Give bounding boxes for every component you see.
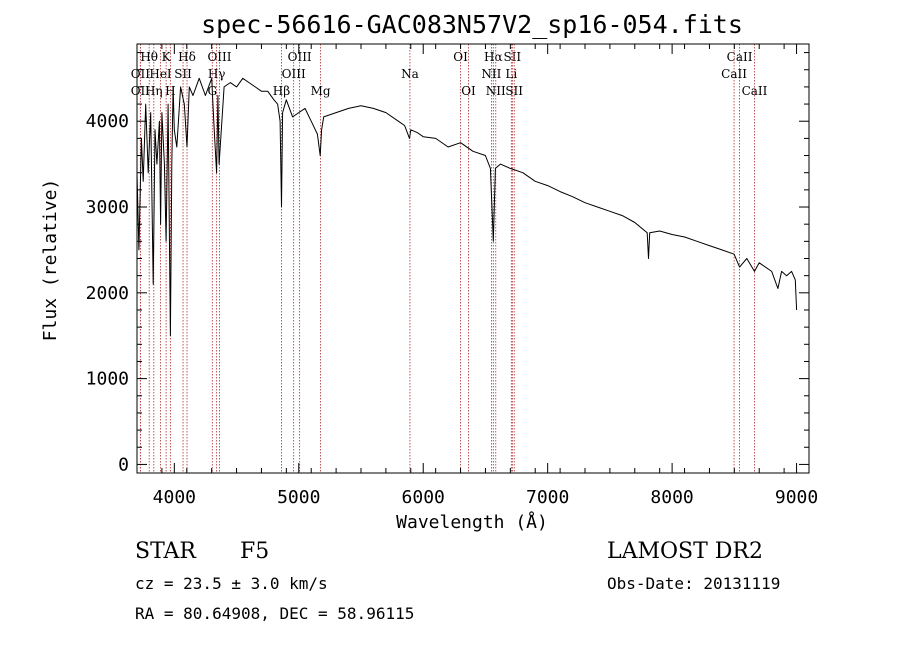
emission-line-label: OIII — [288, 50, 312, 64]
emission-line-label: OII — [131, 84, 151, 98]
object-subclass: F5 — [240, 539, 269, 564]
plot-frame — [136, 43, 810, 474]
emission-line-label: HeI — [149, 67, 172, 81]
emission-line-label: Na — [401, 67, 419, 81]
emission-line-label: Hβ — [273, 84, 290, 98]
emission-line-label: Hη — [145, 84, 163, 98]
x-tick-label: 6000 — [402, 487, 445, 508]
emission-line-label: OIII — [207, 50, 231, 64]
emission-line-label: Hγ — [208, 67, 226, 81]
chart-title: spec-56616-GAC083N57V2_sp16-054.fits — [201, 10, 743, 39]
coordinates-text: RA = 80.64908, DEC = 58.96115 — [135, 604, 414, 623]
x-axis-label: Wavelength (Å) — [396, 511, 548, 533]
x-tick-label: 7000 — [526, 487, 569, 508]
x-tick-label: 4000 — [153, 487, 196, 508]
emission-line-label: OI — [453, 50, 468, 64]
y-tick-label: 1000 — [86, 369, 129, 390]
emission-line-label: CaII — [742, 84, 768, 98]
emission-line-label: H — [165, 84, 175, 98]
survey-label: LAMOST DR2 — [607, 539, 763, 564]
emission-line-label: OI — [461, 84, 476, 98]
emission-line-label: CaII — [721, 67, 747, 81]
emission-line-label: K — [162, 50, 172, 64]
object-class: STAR — [135, 539, 197, 564]
emission-line-label: CaII — [727, 50, 753, 64]
y-tick-label: 4000 — [86, 111, 129, 132]
emission-line-label: SII — [505, 84, 523, 98]
y-tick-label: 2000 — [86, 283, 129, 304]
emission-line-label: Li — [505, 67, 517, 81]
obs-date: Obs-Date: 20131119 — [607, 574, 780, 593]
emission-line-label: Mg — [311, 84, 331, 98]
x-tick-label: 8000 — [650, 487, 693, 508]
emission-line-label: Hθ — [140, 50, 158, 64]
y-axis: 0 1000 2000 3000 4000 — [86, 52, 809, 475]
y-tick-label: 3000 — [86, 197, 129, 218]
redshift-text: cz = 23.5 ± 3.0 km/s — [135, 574, 328, 593]
emission-line-label: SII — [174, 67, 192, 81]
x-tick-label: 9000 — [775, 487, 818, 508]
y-axis-label: Flux (relative) — [40, 179, 61, 342]
y-tick-label: 0 — [118, 454, 129, 475]
emission-line-label: OIII — [282, 67, 306, 81]
emission-line-label: Hα — [484, 50, 503, 64]
emission-line-label: Hδ — [178, 50, 196, 64]
spectrum-series — [136, 77, 798, 337]
x-tick-label: 5000 — [277, 487, 320, 508]
spectrum-line — [136, 77, 798, 337]
x-axis: 4000 5000 6000 7000 8000 9000 — [136, 44, 818, 508]
emission-line-label: SII — [503, 50, 521, 64]
emission-line-label: NII — [481, 67, 501, 81]
emission-line-label: NII — [486, 84, 506, 98]
